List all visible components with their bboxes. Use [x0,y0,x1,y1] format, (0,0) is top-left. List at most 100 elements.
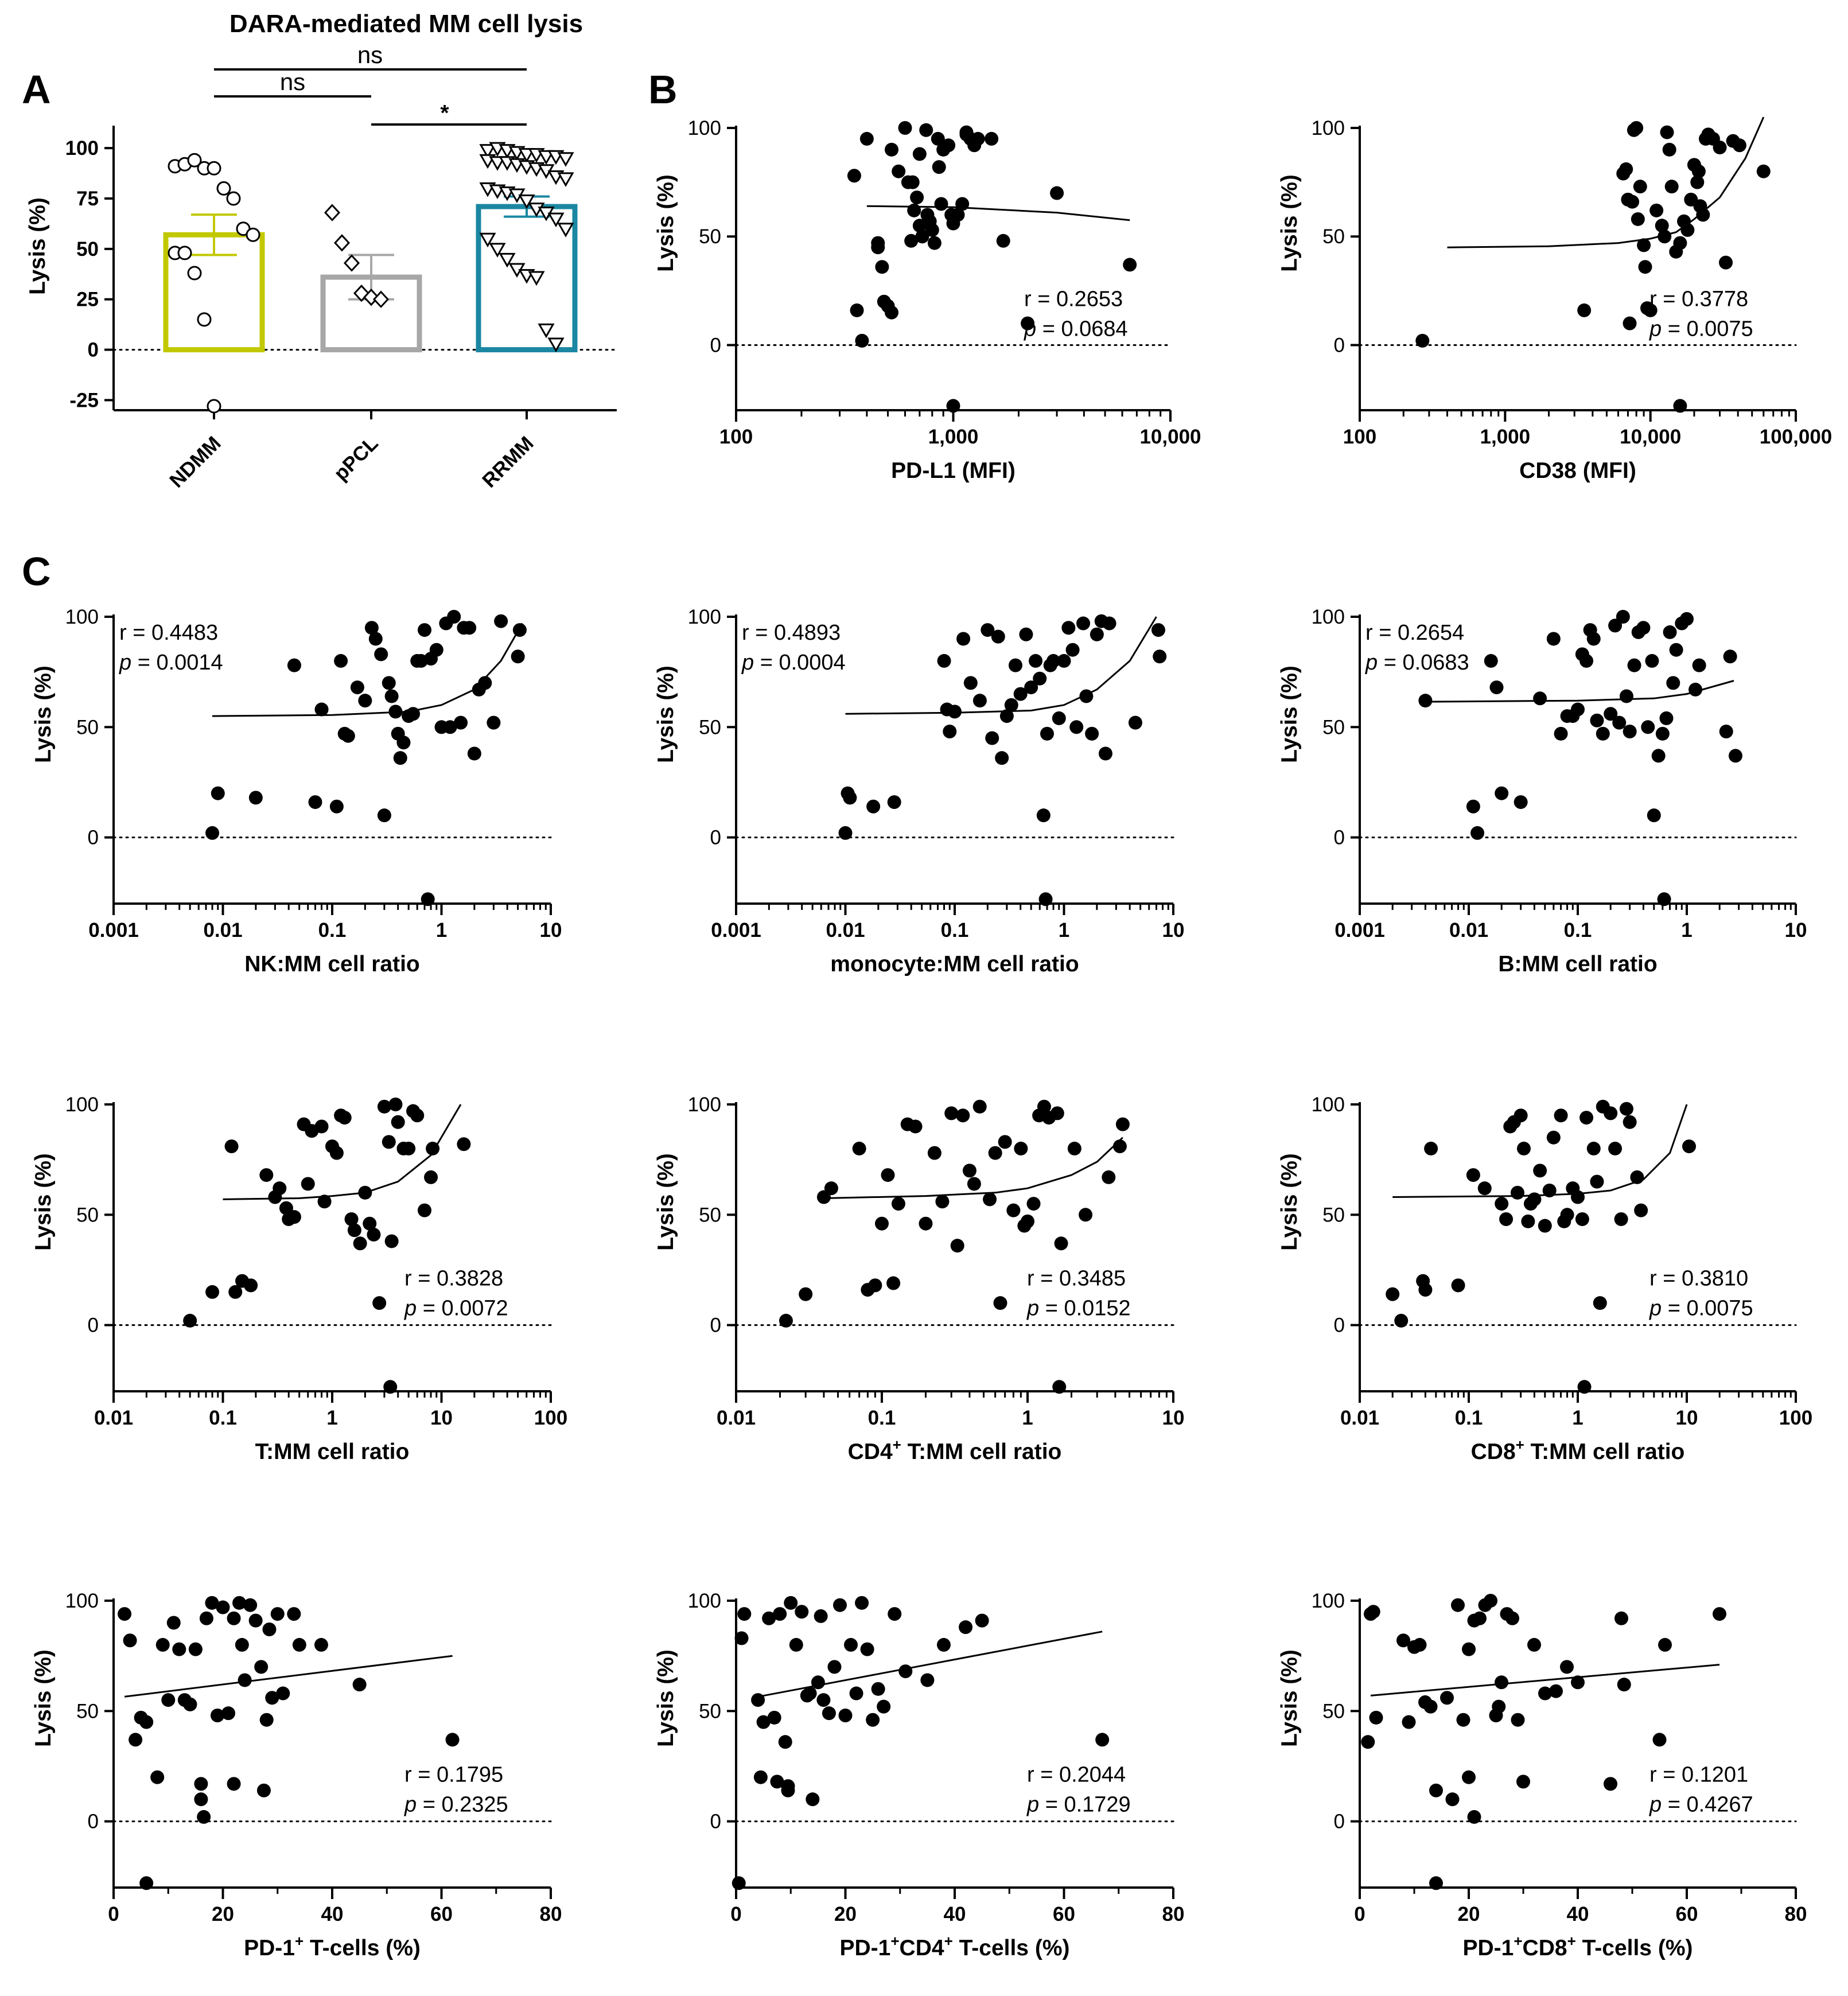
data-point [494,614,508,628]
chart-title: DARA-mediated MM cell lysis [229,10,583,38]
data-point [374,647,388,662]
data-point [898,1664,913,1679]
data-point [1608,618,1623,633]
x-axis-title-mid: CD4 [900,1936,944,1960]
data-point [1514,1108,1528,1123]
data-point [1521,1214,1535,1228]
data-point [892,164,906,178]
data-point [248,791,263,805]
data-point [324,204,341,221]
data-point [1612,715,1627,730]
y-tick-label: 50 [76,1700,99,1722]
data-point [1623,316,1637,330]
correlation-r: r = 0.2044 [1027,1762,1126,1787]
data-point [832,1598,847,1612]
y-tick-label: 100 [65,1590,99,1612]
p-value-label: p [1649,1296,1662,1320]
data-point [205,1596,219,1610]
data-point [983,1192,997,1207]
correlation-r-value: 0.2654 [1398,621,1464,645]
data-point [919,123,933,137]
data-point [1418,1283,1433,1297]
data-point [910,190,924,205]
data-point [314,702,329,717]
data-point [948,705,962,719]
data-point [1604,1106,1618,1120]
data-point [855,333,869,348]
data-point [1036,808,1051,823]
y-axis-title: Lysis (%) [653,174,678,272]
data-point [1682,1139,1697,1154]
data-point [1069,720,1084,734]
data-point [1756,164,1771,178]
data-point [396,736,411,750]
x-tick-label: 60 [430,1903,453,1925]
data-point [1666,676,1680,690]
data-point [363,1216,377,1231]
data-point [1128,715,1142,730]
data-point [1689,682,1703,697]
p-value-equals: = [1662,317,1686,341]
y-tick-label: 50 [1322,1204,1345,1226]
regression-fit-line [124,1655,453,1698]
data-point [372,290,390,308]
data-point [301,1177,315,1191]
data-point [1050,186,1064,200]
data-point [985,731,999,745]
x-axis-title-text: NK:MM cell ratio [244,952,420,976]
data-point [216,181,231,196]
y-tick-label: 100 [65,606,99,628]
data-point [1579,1111,1594,1125]
data-point [1424,1141,1438,1155]
data-point [1394,1313,1409,1328]
data-point [1619,162,1633,176]
data-point [1586,632,1601,646]
data-point [1652,1733,1667,1747]
data-point [329,1146,344,1160]
data-point [1477,1181,1492,1196]
category-label-rrmm: RRMM [478,432,538,492]
data-point [1021,1214,1034,1228]
data-point [467,746,481,761]
data-point [197,312,212,327]
data-point [972,694,987,708]
data-point [1470,826,1485,840]
correlation-r-label: r = [1027,1266,1059,1290]
correlation-r: r = 0.3828 [404,1266,503,1290]
x-tick-label: 0 [730,1903,741,1925]
data-point [1673,399,1687,413]
data-point [1604,1777,1617,1791]
data-point [1489,680,1504,695]
x-axis-title-text: monocyte:MM cell ratio [830,952,1079,976]
data-point [1696,208,1710,222]
data-point [1423,1699,1438,1714]
x-tick-label: 40 [321,1903,344,1925]
data-point [1402,1715,1416,1729]
data-point [317,1195,332,1209]
data-point [1014,1141,1028,1155]
data-point [1673,236,1687,250]
data-point [877,1699,891,1714]
data-point [1511,1713,1525,1727]
data-point [350,680,364,695]
data-point [1651,749,1666,763]
panel-letter-b: B [648,67,678,112]
data-point [1456,1713,1470,1727]
data-point [358,694,372,708]
data-point [1691,164,1706,178]
data-point [1462,1770,1476,1784]
data-point [1499,1212,1514,1226]
correlation-r: r = 0.2654 [1365,621,1464,645]
data-point [487,715,501,730]
data-point [1386,1287,1400,1301]
correlation-r-label: r = [1649,1266,1682,1290]
data-point [512,623,527,637]
data-point [1366,1605,1380,1619]
panel-letter-a: A [22,67,51,112]
data-point [1636,621,1651,635]
data-point [852,1141,866,1155]
y-tick-label: 50 [1322,1700,1345,1722]
data-point [1643,303,1658,317]
p-value-value: 0.0152 [1064,1296,1130,1320]
x-axis-title-superscript: + [890,1932,899,1950]
